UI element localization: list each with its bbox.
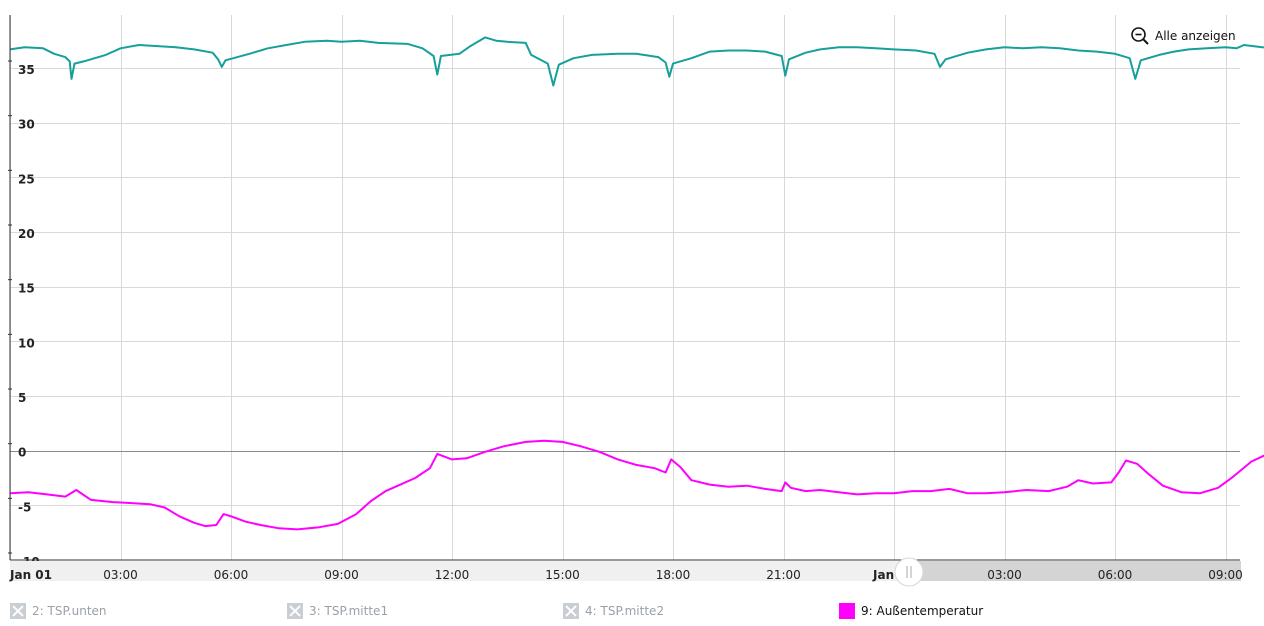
y-tick-label: -5 <box>18 500 31 514</box>
x-axis: Jan 01 03:00 06:00 09:00 12:00 15:00 18:00 21:0… <box>9 568 1243 582</box>
navigator-handle[interactable] <box>894 557 924 587</box>
x-tick-label: 03:00 <box>987 568 1022 582</box>
x-tick-label: 09:00 <box>324 568 359 582</box>
chart-grid <box>10 15 1240 560</box>
zoom-reset-label: Alle anzeigen <box>1155 29 1236 43</box>
legend-label: 4: TSP.mitte2 <box>585 604 665 618</box>
legend-swatch-icon <box>287 603 303 619</box>
zoom-out-icon <box>1130 26 1150 46</box>
legend-label: 9: Außentemperatur <box>861 604 984 618</box>
x-tick-label: 09:00 <box>1208 568 1243 582</box>
plot-area[interactable] <box>9 36 1264 531</box>
navigator-selected-range <box>10 561 909 581</box>
series-line-1[interactable] <box>9 439 1264 531</box>
legend-label: 2: TSP.unten <box>32 604 107 618</box>
y-tick-label: 25 <box>18 172 35 186</box>
x-tick-label: 12:00 <box>435 568 470 582</box>
x-tick-label: 15:00 <box>545 568 580 582</box>
navigator-unselected-range <box>909 561 1241 581</box>
legend-swatch-icon <box>563 603 579 619</box>
legend-swatch-icon <box>10 603 26 619</box>
y-tick-label: 30 <box>18 118 35 132</box>
y-tick-label: 5 <box>18 391 26 405</box>
x-tick-label: 06:00 <box>214 568 249 582</box>
legend-label: 3: TSP.mitte1 <box>309 604 389 618</box>
legend-item-tsp-mitte1[interactable]: 3: TSP.mitte1 <box>287 602 388 620</box>
y-tick-label: 0 <box>18 446 26 460</box>
x-tick-label: 03:00 <box>103 568 138 582</box>
legend-swatch-icon <box>839 603 855 619</box>
legend-item-tsp-mitte2[interactable]: 4: TSP.mitte2 <box>563 602 664 620</box>
legend-item-tsp-unten[interactable]: 2: TSP.unten <box>10 602 107 620</box>
zoom-reset-button[interactable]: Alle anzeigen <box>1130 26 1236 46</box>
y-tick-label: 10 <box>18 336 35 350</box>
y-tick-label: 35 <box>18 63 35 77</box>
x-tick-label: 21:00 <box>766 568 801 582</box>
series-line-0[interactable] <box>9 36 1264 87</box>
y-tick-label: 20 <box>18 227 35 241</box>
legend-item-aussentemperatur[interactable]: 9: Außentemperatur <box>839 602 983 620</box>
x-tick-label: 18:00 <box>656 568 691 582</box>
x-tick-label: Jan 01 <box>9 568 52 582</box>
x-tick-label: 06:00 <box>1098 568 1133 582</box>
range-navigator[interactable] <box>10 561 1241 581</box>
y-tick-label: 15 <box>18 282 35 296</box>
